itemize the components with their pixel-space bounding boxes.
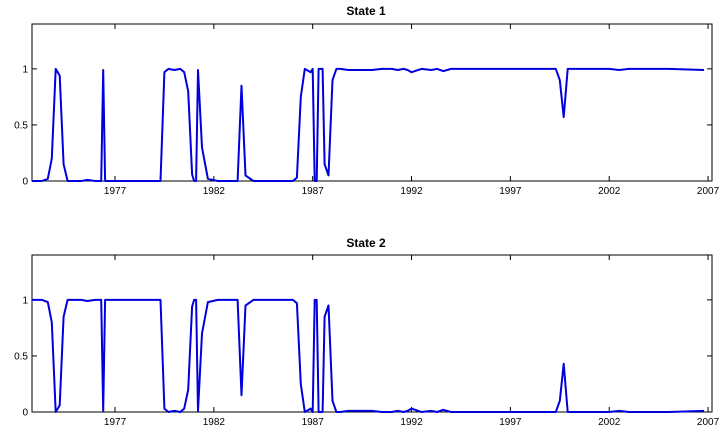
axes-box (31, 254, 713, 413)
x-tick-label: 2002 (598, 186, 621, 197)
x-tick-label: 2007 (697, 417, 720, 428)
y-tick-label: 0.5 (14, 120, 28, 131)
x-tick-label: 1992 (400, 417, 423, 428)
x-tick-label: 1987 (302, 417, 325, 428)
x-tick-label: 1997 (499, 186, 522, 197)
axis-ticks: 1977 1982 1987 1992 1997 2002 2007 0 0.5 1 (14, 255, 720, 428)
y-tick-label: 0 (22, 408, 28, 419)
x-tick-label: 1987 (302, 186, 325, 197)
series-line (32, 298, 705, 413)
y-tick-label: 1 (22, 64, 28, 75)
x-tick-label: 1997 (499, 417, 522, 428)
axes-box (31, 23, 713, 182)
x-tick-label: 1992 (400, 186, 423, 197)
x-tick-label: 1982 (203, 417, 226, 428)
x-tick-label: 2002 (598, 417, 621, 428)
y-tick-label: 0.5 (14, 351, 28, 362)
x-tick-label: 2007 (697, 186, 720, 197)
y-tick-label: 1 (22, 295, 28, 306)
series-line (32, 67, 705, 182)
state-2-panel: State 2 1977 1982 1987 1992 1997 2002 2007 0 0.5… (14, 236, 720, 428)
chart-title: State 1 (346, 4, 386, 18)
state-1-panel: State 1 1977 1982 1987 1992 1997 2002 2007 0 0.5… (14, 4, 720, 197)
x-tick-label: 1977 (104, 417, 127, 428)
y-tick-label: 0 (22, 177, 28, 188)
x-tick-label: 1982 (203, 186, 226, 197)
chart-title: State 2 (346, 236, 386, 250)
axis-ticks: 1977 1982 1987 1992 1997 2002 2007 0 0.5 1 (14, 24, 720, 197)
x-tick-label: 1977 (104, 186, 127, 197)
